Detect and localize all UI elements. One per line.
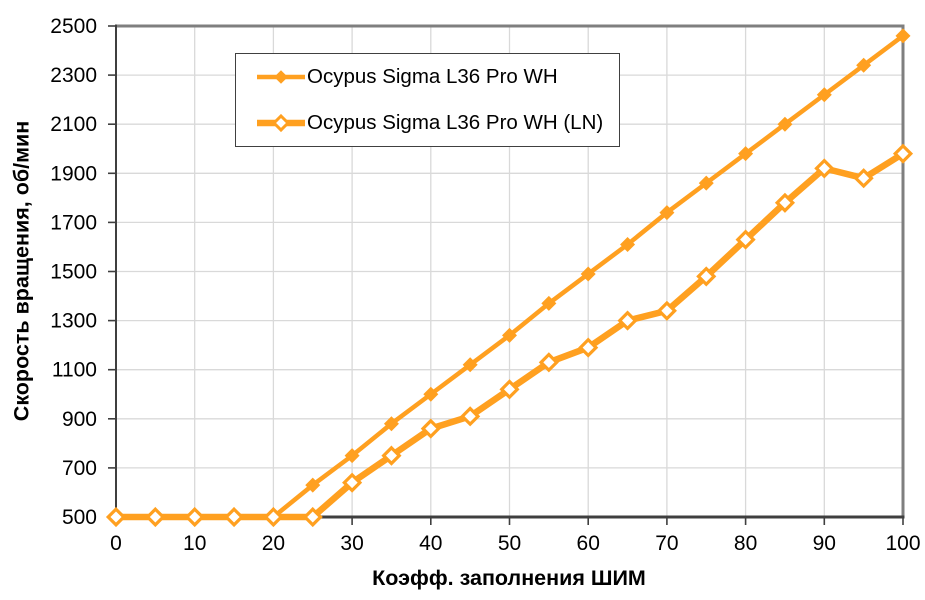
data-point-marker: [580, 266, 596, 282]
y-axis-title: Скорость вращения, об/мин: [9, 120, 34, 422]
data-point-marker: [696, 266, 717, 287]
x-axis-title: Коэфф. заполнения ШИМ: [372, 566, 646, 590]
x-tick-label: 40: [419, 532, 442, 555]
x-tick-label: 50: [498, 532, 521, 555]
diamond-open-icon: [257, 113, 305, 133]
x-tick-label: 10: [183, 532, 206, 555]
x-tick-label: 90: [813, 532, 836, 555]
data-point-marker: [895, 28, 911, 44]
data-point-marker: [735, 229, 756, 250]
legend-label: Ocypus Sigma L36 Pro WH: [307, 65, 558, 88]
data-point-marker: [617, 310, 638, 331]
data-point-marker: [856, 57, 872, 73]
data-point-marker: [423, 386, 439, 402]
legend-label: Ocypus Sigma L36 Pro WH (LN): [307, 111, 604, 134]
diamond-filled-icon: [257, 70, 305, 84]
y-tick-label: 1100: [52, 359, 97, 382]
data-point-marker: [620, 236, 636, 252]
data-point-marker: [462, 357, 478, 373]
x-tick-label: 70: [655, 532, 678, 555]
y-tick-label: 2300: [50, 64, 97, 87]
data-point-marker: [460, 406, 481, 427]
y-tick-label: 700: [62, 457, 97, 480]
data-point-marker: [738, 146, 754, 162]
data-point-marker: [145, 506, 166, 528]
data-point-marker: [578, 337, 599, 358]
data-point-marker: [381, 445, 402, 466]
legend-entry: Ocypus Sigma L36 Pro WH: [257, 54, 619, 100]
legend: Ocypus Sigma L36 Pro WH Ocypus Sigma L36 …: [235, 53, 620, 147]
data-point-marker: [541, 295, 557, 311]
y-tick-label: 2500: [50, 15, 97, 38]
data-point-marker: [656, 300, 677, 321]
legend-marker: [271, 113, 291, 133]
data-point-marker: [659, 205, 675, 221]
x-tick-label: 20: [262, 532, 285, 555]
y-tick-label: 500: [62, 506, 97, 529]
y-tick-label: 1900: [50, 162, 97, 185]
data-point-marker: [777, 116, 793, 132]
data-point-marker: [105, 506, 127, 528]
data-point-marker: [538, 352, 559, 373]
x-tick-label: 80: [734, 532, 757, 555]
data-point-marker: [814, 158, 835, 179]
y-tick-label: 2100: [50, 113, 97, 136]
data-point-marker: [305, 477, 321, 493]
data-point-marker: [499, 379, 520, 400]
data-point-marker: [853, 168, 874, 189]
legend-marker: [274, 70, 288, 84]
plot-border: [116, 24, 905, 517]
data-point-marker: [892, 143, 914, 164]
data-point-marker: [698, 175, 714, 191]
tick-labels: 0 10 20 30 40 50 60 70 80 90 100 500 700 900 1100 1300 1…: [50, 15, 920, 555]
y-tick-label: 1700: [50, 211, 97, 234]
data-point-marker: [342, 472, 363, 493]
data-point-marker: [502, 327, 517, 343]
y-tick-label: 1300: [50, 310, 97, 333]
x-tick-label: 100: [885, 532, 920, 555]
legend-entry: Ocypus Sigma L36 Pro WH (LN): [257, 100, 619, 146]
data-point-marker: [344, 448, 360, 464]
data-point-marker: [184, 506, 205, 528]
data-point-marker: [816, 87, 832, 103]
x-tick-label: 30: [340, 532, 363, 555]
series-wh-ln: [105, 143, 914, 528]
data-point-marker: [223, 506, 245, 528]
x-tick-label: 0: [110, 532, 122, 555]
x-tick-label: 60: [577, 532, 600, 555]
data-point-marker: [420, 418, 441, 439]
data-point-marker: [774, 192, 796, 213]
data-point-marker: [302, 506, 323, 528]
y-tick-label: 1500: [50, 261, 97, 284]
data-point-marker: [383, 416, 399, 432]
y-tick-label: 900: [62, 408, 97, 431]
data-point-marker: [263, 506, 284, 528]
